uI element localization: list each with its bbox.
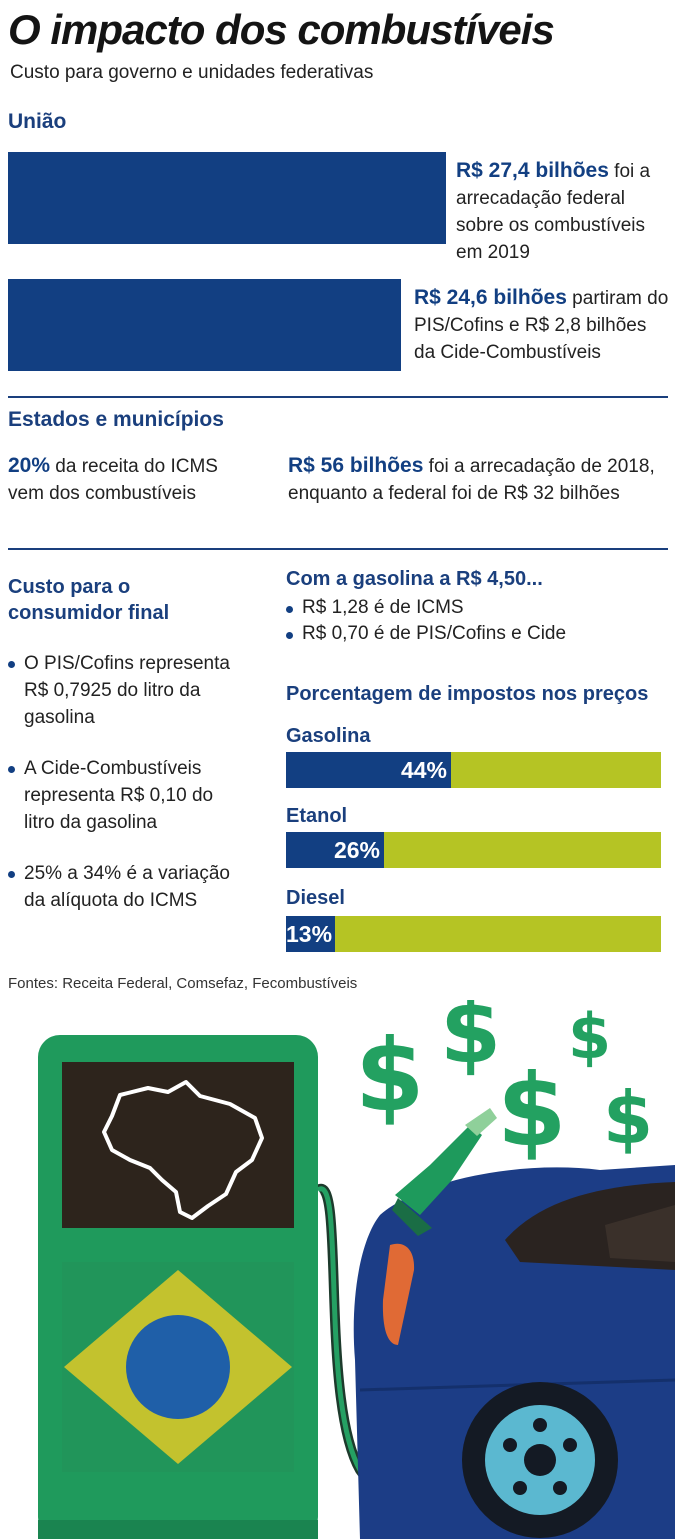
fuel-pump-icon bbox=[38, 1035, 318, 1539]
svg-text:$: $ bbox=[568, 1000, 611, 1073]
estados-heading: Estados e municípios bbox=[8, 408, 224, 431]
gasolina-450-list: R$ 1,28 é de ICMS R$ 0,70 é de PIS/Cofin… bbox=[284, 595, 664, 647]
uniao-bar-pis-cofins bbox=[8, 279, 401, 371]
uniao-text-pis-cofins-rest: do PIS/Cofins e R$ 2,8 bilhões da Cide-C… bbox=[414, 288, 669, 363]
svg-text:$: $ bbox=[603, 1076, 653, 1160]
estados-right-text: R$ 56 bilhões foi a arrecadação de 2018,… bbox=[288, 452, 668, 507]
divider bbox=[8, 548, 668, 550]
chart-bar-background bbox=[286, 916, 661, 952]
sources-note: Fontes: Receita Federal, Comsefaz, Fecom… bbox=[8, 975, 358, 992]
uniao-text-pis-cofins: R$ 24,6 bilhões partiram do PIS/Cofins e… bbox=[414, 284, 672, 366]
chart-bar: 13% bbox=[286, 916, 335, 952]
page-subtitle: Custo para governo e unidades federativa… bbox=[10, 62, 374, 83]
estados-right-highlight: R$ 56 bilhões bbox=[288, 454, 424, 477]
svg-text:$: $ bbox=[440, 1000, 501, 1083]
fuel-illustration: $ $ $ $ $ bbox=[38, 1000, 675, 1539]
chart-value-label: 44% bbox=[400, 757, 447, 783]
chart-category-label: Gasolina bbox=[286, 725, 371, 747]
uniao-text-arrecadacao-first: foi a bbox=[608, 161, 651, 182]
brazil-map-icon bbox=[102, 1080, 264, 1220]
chart-value-label: 26% bbox=[333, 837, 380, 863]
chart-category-label: Etanol bbox=[286, 805, 348, 827]
svg-text:$: $ bbox=[355, 1017, 425, 1134]
gasolina-450-heading: Com a gasolina a R$ 4,50... bbox=[286, 568, 543, 590]
consumidor-heading: Custo para o consumidor final bbox=[8, 576, 170, 624]
dollar-sign-icon: $ $ $ $ $ bbox=[355, 1000, 653, 1169]
uniao-highlight-pis-cofins: R$ 24,6 bilhões bbox=[414, 286, 567, 309]
uniao-bar-arrecadacao bbox=[8, 152, 446, 244]
consumidor-item: O PIS/Cofins representa R$ 0,7925 do lit… bbox=[6, 650, 231, 731]
uniao-text-arrecadacao-rest: arrecadação federal sobre os combustívei… bbox=[456, 188, 646, 263]
page-title: O impacto dos combustíveis bbox=[8, 6, 555, 53]
chart-bar: 26% bbox=[286, 832, 384, 868]
gasolina-450-item: R$ 1,28 é de ICMS bbox=[284, 595, 664, 621]
chart-category-label: Diesel bbox=[286, 887, 345, 909]
estados-right-body: foi a arrecadação de 2018, enquanto a fe… bbox=[288, 456, 655, 504]
car-icon bbox=[353, 1165, 675, 1539]
uniao-text-pis-cofins-first: partiram bbox=[566, 288, 642, 309]
uniao-text-arrecadacao: R$ 27,4 bilhões foi a arrecadação federa… bbox=[456, 157, 671, 266]
svg-text:$: $ bbox=[497, 1052, 567, 1169]
consumidor-item: A Cide-Combustíveis representa R$ 0,10 d… bbox=[6, 755, 231, 836]
divider bbox=[8, 396, 668, 398]
consumidor-item: 25% a 34% é a variação da alíquota do IC… bbox=[6, 860, 231, 914]
chart-title: Porcentagem de impostos nos preços bbox=[286, 683, 649, 705]
estados-left-highlight: 20% bbox=[8, 454, 51, 477]
chart-value-label: 13% bbox=[286, 921, 333, 947]
brazil-flag-icon bbox=[62, 1262, 294, 1472]
uniao-highlight-arrecadacao: R$ 27,4 bilhões bbox=[456, 159, 609, 182]
consumidor-list: O PIS/Cofins representa R$ 0,7925 do lit… bbox=[6, 650, 231, 914]
chart-bar: 44% bbox=[286, 752, 451, 788]
estados-left-body: da receita do ICMS vem dos combustíveis bbox=[8, 456, 218, 504]
uniao-heading: União bbox=[8, 110, 67, 133]
estados-left-text: 20% da receita do ICMS vem dos combustív… bbox=[8, 452, 238, 507]
fuel-nozzle-icon bbox=[392, 1108, 497, 1236]
gasolina-450-item: R$ 0,70 é de PIS/Cofins e Cide bbox=[284, 621, 664, 647]
